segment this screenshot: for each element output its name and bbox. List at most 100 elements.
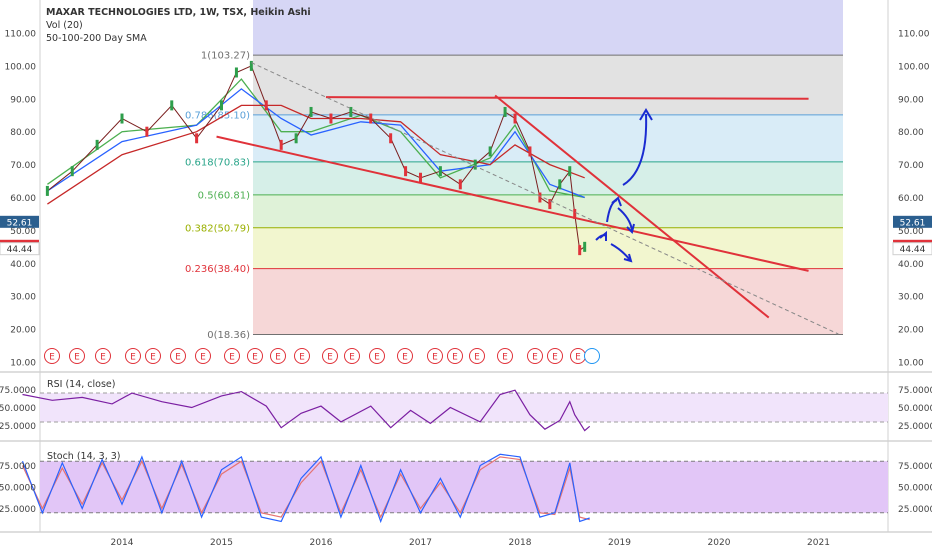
- earnings-marker: [247, 348, 263, 364]
- stoch-title: Stoch (14, 3, 3): [47, 451, 121, 462]
- price-label-right: 52.61: [900, 218, 926, 228]
- price-candle: [458, 179, 462, 190]
- projection-arrow: [622, 113, 648, 186]
- earnings-marker-label: E: [299, 353, 305, 363]
- rsi-tick-right: 50.0000: [898, 404, 932, 414]
- earnings-marker: [69, 348, 85, 364]
- price-candle: [558, 179, 562, 190]
- fib-band: [253, 268, 843, 335]
- price-label-left: 44.44: [7, 245, 33, 255]
- price-candle: [70, 166, 74, 177]
- earnings-marker: [527, 348, 543, 364]
- lower-trendline: [216, 135, 809, 272]
- axes: 110.00 110.00 100.00 100.00 90.00 90.00 80.00 8…: [0, 30, 932, 548]
- price-candle: [220, 100, 223, 111]
- fib-band: [253, 55, 843, 115]
- earnings-marker-label: E: [150, 353, 156, 363]
- price-label-right-box: [892, 242, 932, 256]
- price-tick-left: 110.00: [5, 30, 37, 40]
- sma-line: [47, 104, 585, 205]
- earnings-marker: [547, 348, 563, 364]
- price-candle: [279, 139, 283, 150]
- price-candle: [503, 106, 507, 117]
- price-candle: [349, 106, 353, 117]
- price-label-left-box: [0, 215, 39, 228]
- projection-arrow-head: [623, 253, 633, 263]
- earnings-marker-label: E: [74, 353, 80, 363]
- earnings-marker-label: E: [229, 353, 235, 363]
- price-candle: [513, 113, 517, 124]
- earnings-marker: [294, 348, 310, 364]
- price-candle: [404, 166, 408, 177]
- x-tick: 2014: [111, 538, 134, 548]
- fib-level-label: 0.786(85.10): [185, 110, 250, 121]
- price-candle: [578, 245, 582, 256]
- resistance-line: [325, 96, 809, 100]
- dotted-projection: [251, 62, 839, 335]
- price-tick-right: 70.00: [898, 161, 924, 171]
- fib-band: [253, 0, 843, 56]
- projection-arrow: [617, 207, 633, 231]
- earnings-marker-label: E: [474, 353, 480, 363]
- price-label-left: 52.61: [7, 218, 33, 228]
- earnings-marker-label: E: [130, 353, 136, 363]
- price-tick-left: 60.00: [10, 194, 36, 204]
- rsi-title: RSI (14, close): [47, 379, 115, 390]
- rsi-tick-right: 25.0000: [898, 422, 932, 432]
- earnings-marker: [322, 348, 338, 364]
- x-tick: 2016: [310, 538, 333, 548]
- earnings-marker-label: E: [252, 353, 258, 363]
- drawn-trendlines: [216, 62, 839, 335]
- stoch-tick-left: 25.0000: [0, 505, 36, 515]
- earnings-marker: [224, 348, 240, 364]
- earnings-marker: [195, 348, 211, 364]
- price-tick-right: 100.00: [898, 62, 930, 72]
- price-candle: [389, 133, 393, 144]
- price-tick-right: 110.00: [898, 30, 930, 40]
- rsi-panel: RSI (14, close): [22, 379, 888, 432]
- earnings-marker: [427, 348, 443, 364]
- earnings-marker-label: E: [502, 353, 508, 363]
- price-candle: [95, 139, 99, 150]
- fib-level-label: 0.382(50.79): [185, 223, 250, 234]
- price-tick-left: 10.00: [10, 359, 36, 369]
- earnings-marker-label: E: [327, 353, 333, 363]
- earnings-marker-label: E: [200, 353, 206, 363]
- rsi-tick-left: 25.0000: [0, 422, 36, 432]
- price-label-left-box: [0, 242, 40, 256]
- legend-sma: 50-100-200 Day SMA: [46, 33, 147, 44]
- price-tick-left: 50.00: [10, 227, 36, 237]
- sma-line: [47, 88, 585, 199]
- x-tick: 2018: [509, 538, 532, 548]
- earnings-marker: [344, 348, 360, 364]
- fib-band: [253, 161, 843, 195]
- earnings-marker: [270, 348, 286, 364]
- price-tick-left: 80.00: [10, 128, 36, 138]
- fib-level-label: 0(18.36): [207, 330, 250, 341]
- price-tick-right: 10.00: [898, 359, 924, 369]
- earnings-marker-label: E: [349, 353, 355, 363]
- price-tick-right: 30.00: [898, 293, 924, 303]
- price-series: [45, 60, 587, 256]
- earnings-marker-label: E: [452, 353, 458, 363]
- dividend-marker: [584, 348, 600, 364]
- rsi-tick-right: 75.0000: [898, 386, 932, 396]
- earnings-marker-label: E: [432, 353, 438, 363]
- projection-arrow: [610, 243, 631, 261]
- fib-level-label: 0.236(38.40): [185, 264, 250, 275]
- earnings-marker: [95, 348, 111, 364]
- stoch-tick-right: 50.0000: [898, 484, 932, 494]
- earnings-marker-label: E: [402, 353, 408, 363]
- price-candle: [120, 113, 124, 124]
- x-tick: 2017: [409, 538, 432, 548]
- earnings-marker-label: E: [175, 353, 181, 363]
- price-candle: [488, 146, 492, 157]
- earnings-marker-label: E: [374, 353, 380, 363]
- price-label-right: 44.44: [900, 245, 926, 255]
- price-candle: [329, 113, 333, 124]
- price-candle: [195, 133, 199, 144]
- stoch-d-line: [21, 456, 590, 521]
